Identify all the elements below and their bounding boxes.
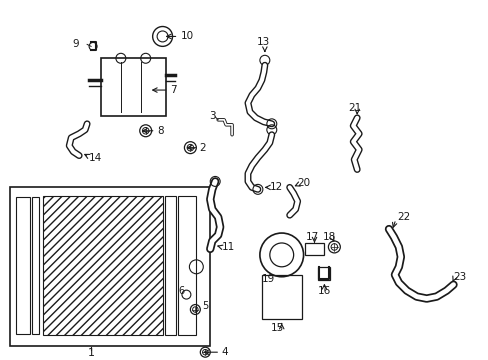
- Text: 14: 14: [89, 153, 102, 163]
- Bar: [318, 267, 330, 280]
- Text: 2: 2: [199, 143, 205, 153]
- Text: 10: 10: [180, 31, 193, 41]
- Text: 23: 23: [452, 272, 466, 282]
- Text: 21: 21: [348, 103, 361, 113]
- Text: 11: 11: [222, 242, 235, 252]
- Text: 20: 20: [297, 179, 310, 188]
- Text: 4: 4: [221, 347, 227, 357]
- Text: 7: 7: [170, 85, 177, 95]
- Bar: [164, 196, 176, 335]
- Text: 18: 18: [322, 232, 335, 242]
- Text: 22: 22: [396, 212, 409, 222]
- Bar: [16, 197, 29, 334]
- Text: 12: 12: [269, 183, 283, 192]
- Bar: [10, 187, 210, 346]
- Bar: [101, 58, 165, 116]
- Text: 19: 19: [262, 274, 275, 284]
- Text: 3: 3: [209, 111, 215, 121]
- Text: 16: 16: [317, 285, 330, 296]
- Bar: [304, 243, 324, 255]
- Text: 9: 9: [72, 39, 79, 49]
- Text: 13: 13: [257, 37, 270, 48]
- Text: 1: 1: [87, 348, 94, 358]
- Text: 15: 15: [270, 323, 284, 333]
- Text: 6: 6: [178, 285, 184, 296]
- Bar: [262, 275, 301, 319]
- Text: 17: 17: [305, 232, 319, 242]
- Text: 8: 8: [157, 126, 164, 136]
- Text: 5: 5: [202, 301, 208, 311]
- Bar: [43, 196, 162, 335]
- Bar: [178, 196, 196, 335]
- Bar: [31, 197, 40, 334]
